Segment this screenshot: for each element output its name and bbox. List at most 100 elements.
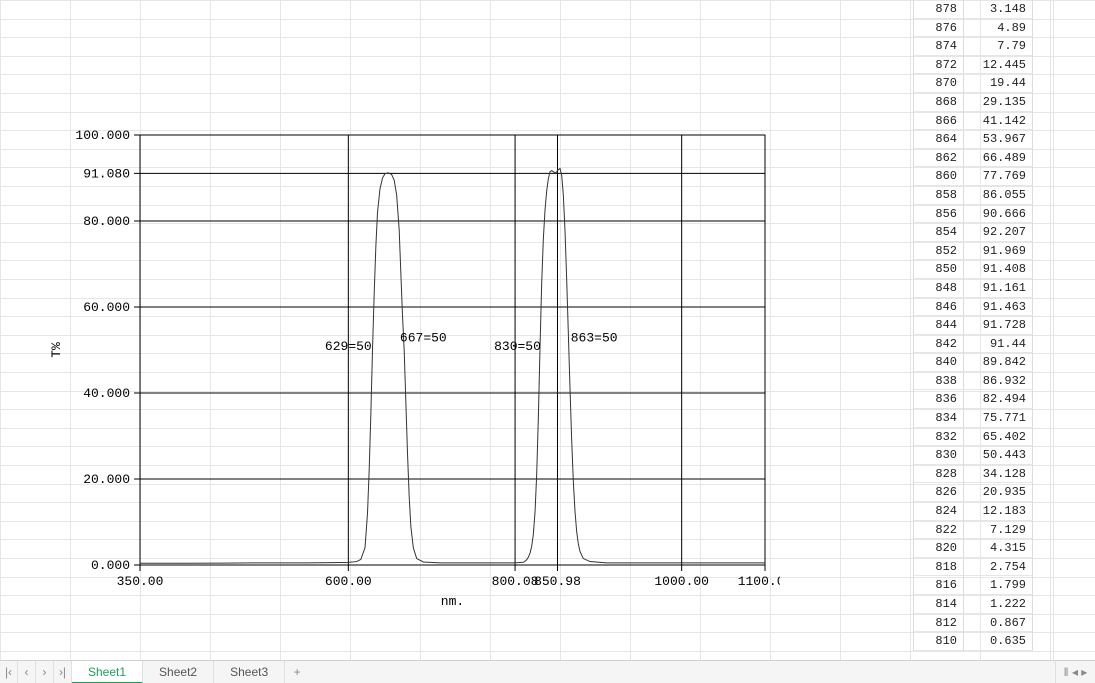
cell-transmittance[interactable]: 12.445: [963, 56, 1033, 75]
cell-wavelength[interactable]: 844: [913, 316, 963, 335]
cell-transmittance[interactable]: 7.79: [963, 37, 1033, 56]
cell-transmittance[interactable]: 41.142: [963, 112, 1033, 131]
cell-transmittance[interactable]: 3.148: [963, 0, 1033, 19]
table-row[interactable]: 8182.754: [913, 558, 1053, 577]
cell-wavelength[interactable]: 872: [913, 56, 963, 75]
table-row[interactable]: 8120.867: [913, 614, 1053, 633]
table-row[interactable]: 82620.935: [913, 483, 1053, 502]
cell-transmittance[interactable]: 82.494: [963, 390, 1033, 409]
table-row[interactable]: 82412.183: [913, 502, 1053, 521]
table-row[interactable]: 87019.44: [913, 74, 1053, 93]
cell-transmittance[interactable]: 7.129: [963, 521, 1033, 540]
cell-transmittance[interactable]: 29.135: [963, 93, 1033, 112]
add-sheet-button[interactable]: +: [285, 661, 309, 683]
cell-transmittance[interactable]: 1.222: [963, 595, 1033, 614]
cell-transmittance[interactable]: 66.489: [963, 149, 1033, 168]
cell-transmittance[interactable]: 0.635: [963, 632, 1033, 651]
cell-wavelength[interactable]: 824: [913, 502, 963, 521]
table-row[interactable]: 86077.769: [913, 167, 1053, 186]
cell-transmittance[interactable]: 20.935: [963, 483, 1033, 502]
cell-wavelength[interactable]: 848: [913, 279, 963, 298]
cell-wavelength[interactable]: 830: [913, 446, 963, 465]
cell-wavelength[interactable]: 868: [913, 93, 963, 112]
cell-wavelength[interactable]: 862: [913, 149, 963, 168]
table-row[interactable]: 8783.148: [913, 0, 1053, 19]
table-row[interactable]: 85291.969: [913, 242, 1053, 261]
cell-wavelength[interactable]: 814: [913, 595, 963, 614]
cell-wavelength[interactable]: 842: [913, 335, 963, 354]
cell-transmittance[interactable]: 90.666: [963, 205, 1033, 224]
tab-nav-last[interactable]: ›|: [54, 661, 72, 683]
cell-wavelength[interactable]: 856: [913, 205, 963, 224]
cell-wavelength[interactable]: 838: [913, 372, 963, 391]
table-row[interactable]: 8227.129: [913, 521, 1053, 540]
cell-transmittance[interactable]: 91.44: [963, 335, 1033, 354]
cell-transmittance[interactable]: 86.932: [963, 372, 1033, 391]
cell-transmittance[interactable]: 50.443: [963, 446, 1033, 465]
cell-wavelength[interactable]: 858: [913, 186, 963, 205]
tab-nav-first[interactable]: |‹: [0, 661, 18, 683]
cell-wavelength[interactable]: 846: [913, 298, 963, 317]
table-row[interactable]: 85091.408: [913, 260, 1053, 279]
cell-transmittance[interactable]: 53.967: [963, 130, 1033, 149]
cell-wavelength[interactable]: 850: [913, 260, 963, 279]
cell-transmittance[interactable]: 91.161: [963, 279, 1033, 298]
table-row[interactable]: 83682.494: [913, 390, 1053, 409]
hscroll-indicator[interactable]: ‖ ◂ ▸: [1055, 661, 1095, 683]
cell-wavelength[interactable]: 828: [913, 465, 963, 484]
cell-wavelength[interactable]: 860: [913, 167, 963, 186]
cell-transmittance[interactable]: 19.44: [963, 74, 1033, 93]
cell-wavelength[interactable]: 822: [913, 521, 963, 540]
cell-wavelength[interactable]: 826: [913, 483, 963, 502]
cell-transmittance[interactable]: 75.771: [963, 409, 1033, 428]
cell-wavelength[interactable]: 816: [913, 576, 963, 595]
table-row[interactable]: 86829.135: [913, 93, 1053, 112]
cell-transmittance[interactable]: 2.754: [963, 558, 1033, 577]
cell-transmittance[interactable]: 4.89: [963, 19, 1033, 38]
cell-wavelength[interactable]: 820: [913, 539, 963, 558]
table-row[interactable]: 8100.635: [913, 632, 1053, 651]
cell-transmittance[interactable]: 91.728: [963, 316, 1033, 335]
table-row[interactable]: 85690.666: [913, 205, 1053, 224]
cell-wavelength[interactable]: 874: [913, 37, 963, 56]
tab-sheet1[interactable]: Sheet1: [72, 661, 143, 683]
table-row[interactable]: 85886.055: [913, 186, 1053, 205]
cell-wavelength[interactable]: 854: [913, 223, 963, 242]
table-row[interactable]: 8141.222: [913, 595, 1053, 614]
table-row[interactable]: 82834.128: [913, 465, 1053, 484]
table-row[interactable]: 84291.44: [913, 335, 1053, 354]
table-row[interactable]: 84691.463: [913, 298, 1053, 317]
cell-wavelength[interactable]: 876: [913, 19, 963, 38]
table-row[interactable]: 84891.161: [913, 279, 1053, 298]
cell-transmittance[interactable]: 86.055: [963, 186, 1033, 205]
tab-sheet3[interactable]: Sheet3: [214, 661, 285, 683]
cell-wavelength[interactable]: 878: [913, 0, 963, 19]
cell-wavelength[interactable]: 834: [913, 409, 963, 428]
table-row[interactable]: 8161.799: [913, 576, 1053, 595]
cell-transmittance[interactable]: 65.402: [963, 428, 1033, 447]
table-row[interactable]: 87212.445: [913, 56, 1053, 75]
table-row[interactable]: 83265.402: [913, 428, 1053, 447]
table-row[interactable]: 8204.315: [913, 539, 1053, 558]
cell-transmittance[interactable]: 91.969: [963, 242, 1033, 261]
tab-sheet2[interactable]: Sheet2: [143, 661, 214, 683]
table-row[interactable]: 84089.842: [913, 353, 1053, 372]
cell-transmittance[interactable]: 92.207: [963, 223, 1033, 242]
cell-transmittance[interactable]: 91.408: [963, 260, 1033, 279]
table-row[interactable]: 83886.932: [913, 372, 1053, 391]
table-row[interactable]: 86453.967: [913, 130, 1053, 149]
cell-wavelength[interactable]: 866: [913, 112, 963, 131]
cell-wavelength[interactable]: 852: [913, 242, 963, 261]
cell-transmittance[interactable]: 1.799: [963, 576, 1033, 595]
cell-wavelength[interactable]: 870: [913, 74, 963, 93]
cell-transmittance[interactable]: 12.183: [963, 502, 1033, 521]
table-row[interactable]: 8764.89: [913, 19, 1053, 38]
cell-wavelength[interactable]: 832: [913, 428, 963, 447]
cell-wavelength[interactable]: 810: [913, 632, 963, 651]
cell-transmittance[interactable]: 77.769: [963, 167, 1033, 186]
tab-nav-next[interactable]: ›: [36, 661, 54, 683]
cell-transmittance[interactable]: 91.463: [963, 298, 1033, 317]
cell-wavelength[interactable]: 840: [913, 353, 963, 372]
table-row[interactable]: 86266.489: [913, 149, 1053, 168]
table-row[interactable]: 85492.207: [913, 223, 1053, 242]
